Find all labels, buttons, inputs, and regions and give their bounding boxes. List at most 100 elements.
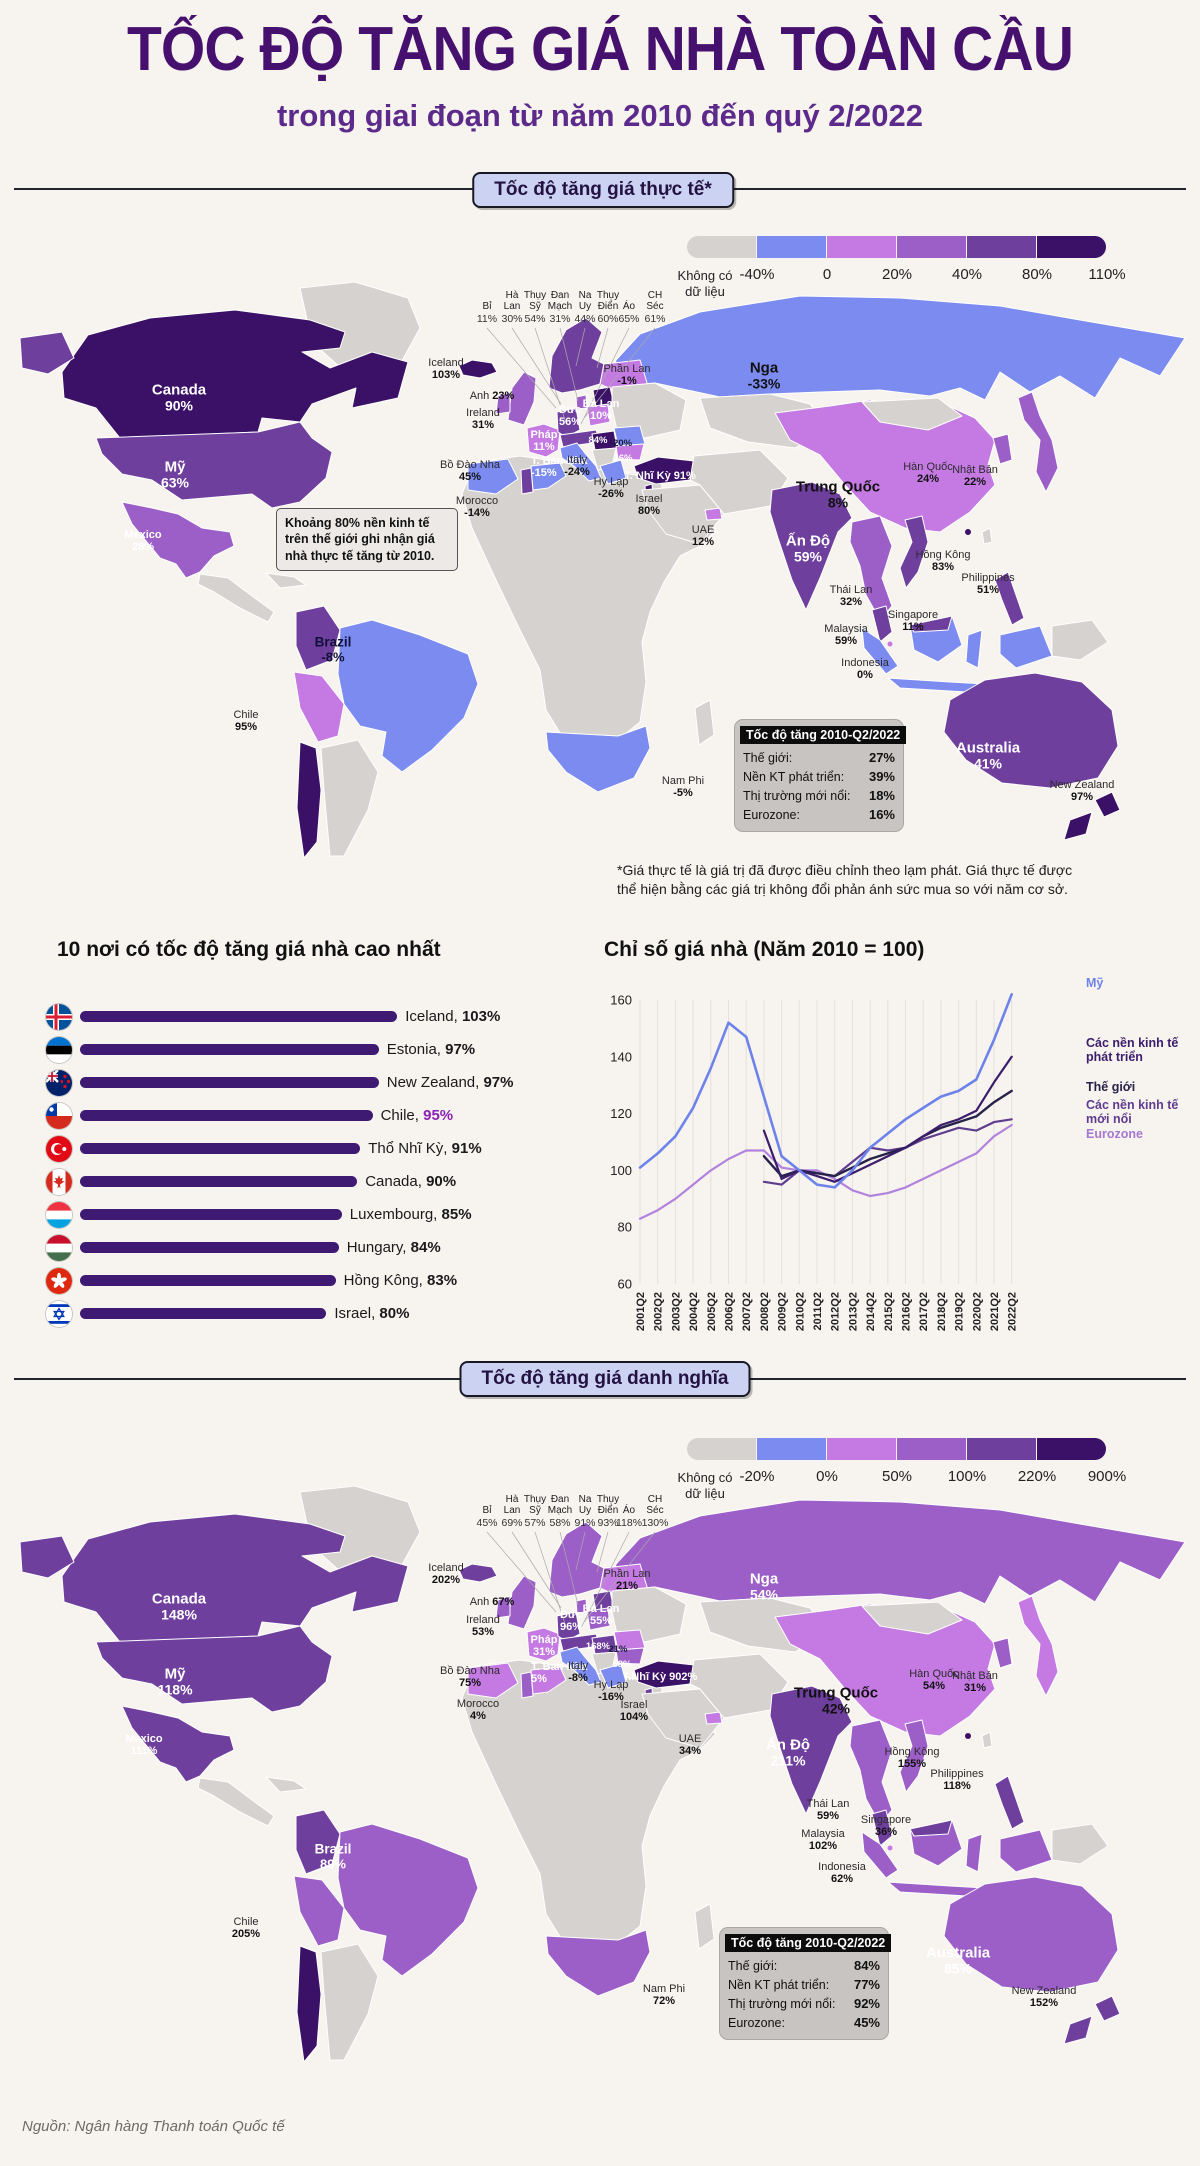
euro-country-value: 61% <box>644 313 666 325</box>
y-tick-label: 160 <box>610 993 632 1008</box>
country-sumatra <box>861 1831 899 1879</box>
map-label-value: -1% <box>617 375 637 387</box>
leader-line <box>511 1531 562 1609</box>
map-label-value: 12% <box>691 536 715 548</box>
bar <box>80 1143 361 1154</box>
country-belukr <box>611 382 687 439</box>
bar-country-value: 85% <box>441 1206 472 1223</box>
map-label: Pháp 11% <box>531 429 558 454</box>
footnote: *Giá thực tế là giá trị đã được điều chỉ… <box>617 861 1072 899</box>
euro-country-name: CH Séc <box>646 1494 664 1516</box>
legend-color-segment <box>827 236 896 258</box>
country-nzn <box>1094 1995 1121 2022</box>
country-greece <box>599 459 627 485</box>
map-label-name: Philippines <box>961 572 1015 585</box>
map-label-name: Đức <box>558 404 582 417</box>
bar-country-value: 95% <box>423 1107 454 1124</box>
bar <box>80 1275 336 1286</box>
country-belukr <box>611 1586 687 1643</box>
map-label: Ấn Độ 211% <box>766 1737 810 1768</box>
map-label: Chile 205% <box>232 1916 260 1941</box>
euro-country-column: Đan Mạch 58% <box>543 1492 577 1529</box>
map-label-name: UAE <box>691 524 715 537</box>
map-label-name: T. Nhĩ Kỳ <box>624 470 671 483</box>
country-ireland <box>495 391 511 415</box>
x-tick-label: 2008Q2 <box>759 1292 771 1331</box>
map-label: Đức 56% <box>558 404 582 429</box>
growth-stats-label: Nền KT phát triển: <box>728 1977 830 1992</box>
leader-line <box>511 327 562 405</box>
map-label-value: -26% <box>598 488 624 500</box>
country-argentina <box>320 1943 379 2061</box>
map-label-name: Australia <box>955 739 1021 757</box>
country-korea <box>992 433 1013 465</box>
x-tick-label: 2002Q2 <box>653 1292 665 1331</box>
legend-no-data-label: Không có dữ liệu <box>677 268 733 299</box>
map-label-name: Ấn Độ <box>785 532 831 550</box>
map-label-name: Mỹ <box>164 458 186 476</box>
country-sumatra <box>861 627 899 675</box>
map-label: Philippines 118% <box>930 1768 983 1793</box>
map-label: 58% <box>612 1659 631 1670</box>
series-legend-label: Mỹ <box>1086 976 1104 990</box>
map-label-value: 10% <box>589 410 613 422</box>
euro-country-name: Bỉ <box>482 300 492 312</box>
map-label-value: 91% <box>673 470 696 483</box>
country-alaska <box>19 331 75 375</box>
country-denmark <box>575 394 588 410</box>
country-nzs <box>1063 811 1093 841</box>
country-russia <box>609 1499 1186 1605</box>
map-label-name: Anh <box>469 1596 490 1609</box>
euro-country-value: 44% <box>574 313 596 325</box>
iceland-flag-icon <box>46 1003 72 1030</box>
map-label: Ireland 53% <box>466 1614 500 1639</box>
map-label-name: -20% <box>609 437 633 449</box>
growth-stats-row: Nền KT phát triển: 39% <box>743 768 895 787</box>
map-label-value: -16% <box>598 1691 624 1703</box>
country-philippines <box>994 571 1025 626</box>
euro-country-column: Hà Lan 69% <box>495 1492 529 1529</box>
map-label-name: Hàn Quốc <box>903 461 953 474</box>
country-mexico <box>121 501 235 579</box>
luxembourg-flag-icon <box>46 1201 72 1228</box>
euro-country-column: CH Séc 61% <box>638 288 672 325</box>
map-label-name: Phần Lan <box>603 363 651 376</box>
map-label-name: Thái Lan <box>806 1798 850 1811</box>
bar-value-label: Canada, 90% <box>365 1173 456 1190</box>
map-label-value: 103% <box>431 369 461 381</box>
territory-dot-hk <box>965 1733 971 1739</box>
growth-stats-label: Eurozone: <box>728 2015 785 2030</box>
legend-color-segment <box>967 1438 1036 1460</box>
map-label-name: T. Ban Nha <box>531 1661 588 1674</box>
map-label-value: 59% <box>793 548 823 565</box>
map-label-value: 90% <box>164 397 194 414</box>
bar-chart-row: Chile, 95% <box>46 1099 586 1132</box>
bar-country-name: Estonia, <box>386 1041 446 1058</box>
map-label: Anh 67% <box>469 1596 515 1609</box>
map-label: Anh 23% <box>470 390 515 403</box>
y-tick-label: 80 <box>618 1220 632 1235</box>
country-iceland <box>458 1563 498 1583</box>
map-label-value: 62% <box>830 1873 854 1885</box>
map-label: Hàn Quốc 54% <box>909 1668 959 1693</box>
country-cuba <box>265 572 307 589</box>
map-label: Bồ Đào Nha 45% <box>440 459 500 484</box>
map-label-value: -8% <box>568 1672 588 1684</box>
legend-tick-label: -40% <box>739 266 775 283</box>
x-tick-label: 2019Q2 <box>954 1292 966 1331</box>
euro-country-name: Na Uy <box>578 290 592 312</box>
map-label-value: 202% <box>431 1574 461 1586</box>
growth-stats-box: Tốc độ tăng 2010-Q2/2022 Thế giới: 27% Nền … <box>735 720 907 832</box>
x-tick-label: 2009Q2 <box>777 1292 789 1331</box>
country-poland <box>586 403 611 427</box>
bar <box>80 1209 342 1220</box>
map-label-name: Mỹ <box>164 1665 186 1683</box>
country-nzs <box>1063 2015 1093 2045</box>
map-label-name: Chile <box>233 1916 259 1929</box>
map-label-value: 11% <box>533 441 555 453</box>
territory-dot-sg <box>887 641 893 647</box>
growth-stats-value: 16% <box>868 806 895 822</box>
x-tick-label: 2003Q2 <box>670 1292 682 1331</box>
map-label-value: 31% <box>532 1646 556 1658</box>
growth-stats-row: Eurozone: 45% <box>728 2014 880 2033</box>
